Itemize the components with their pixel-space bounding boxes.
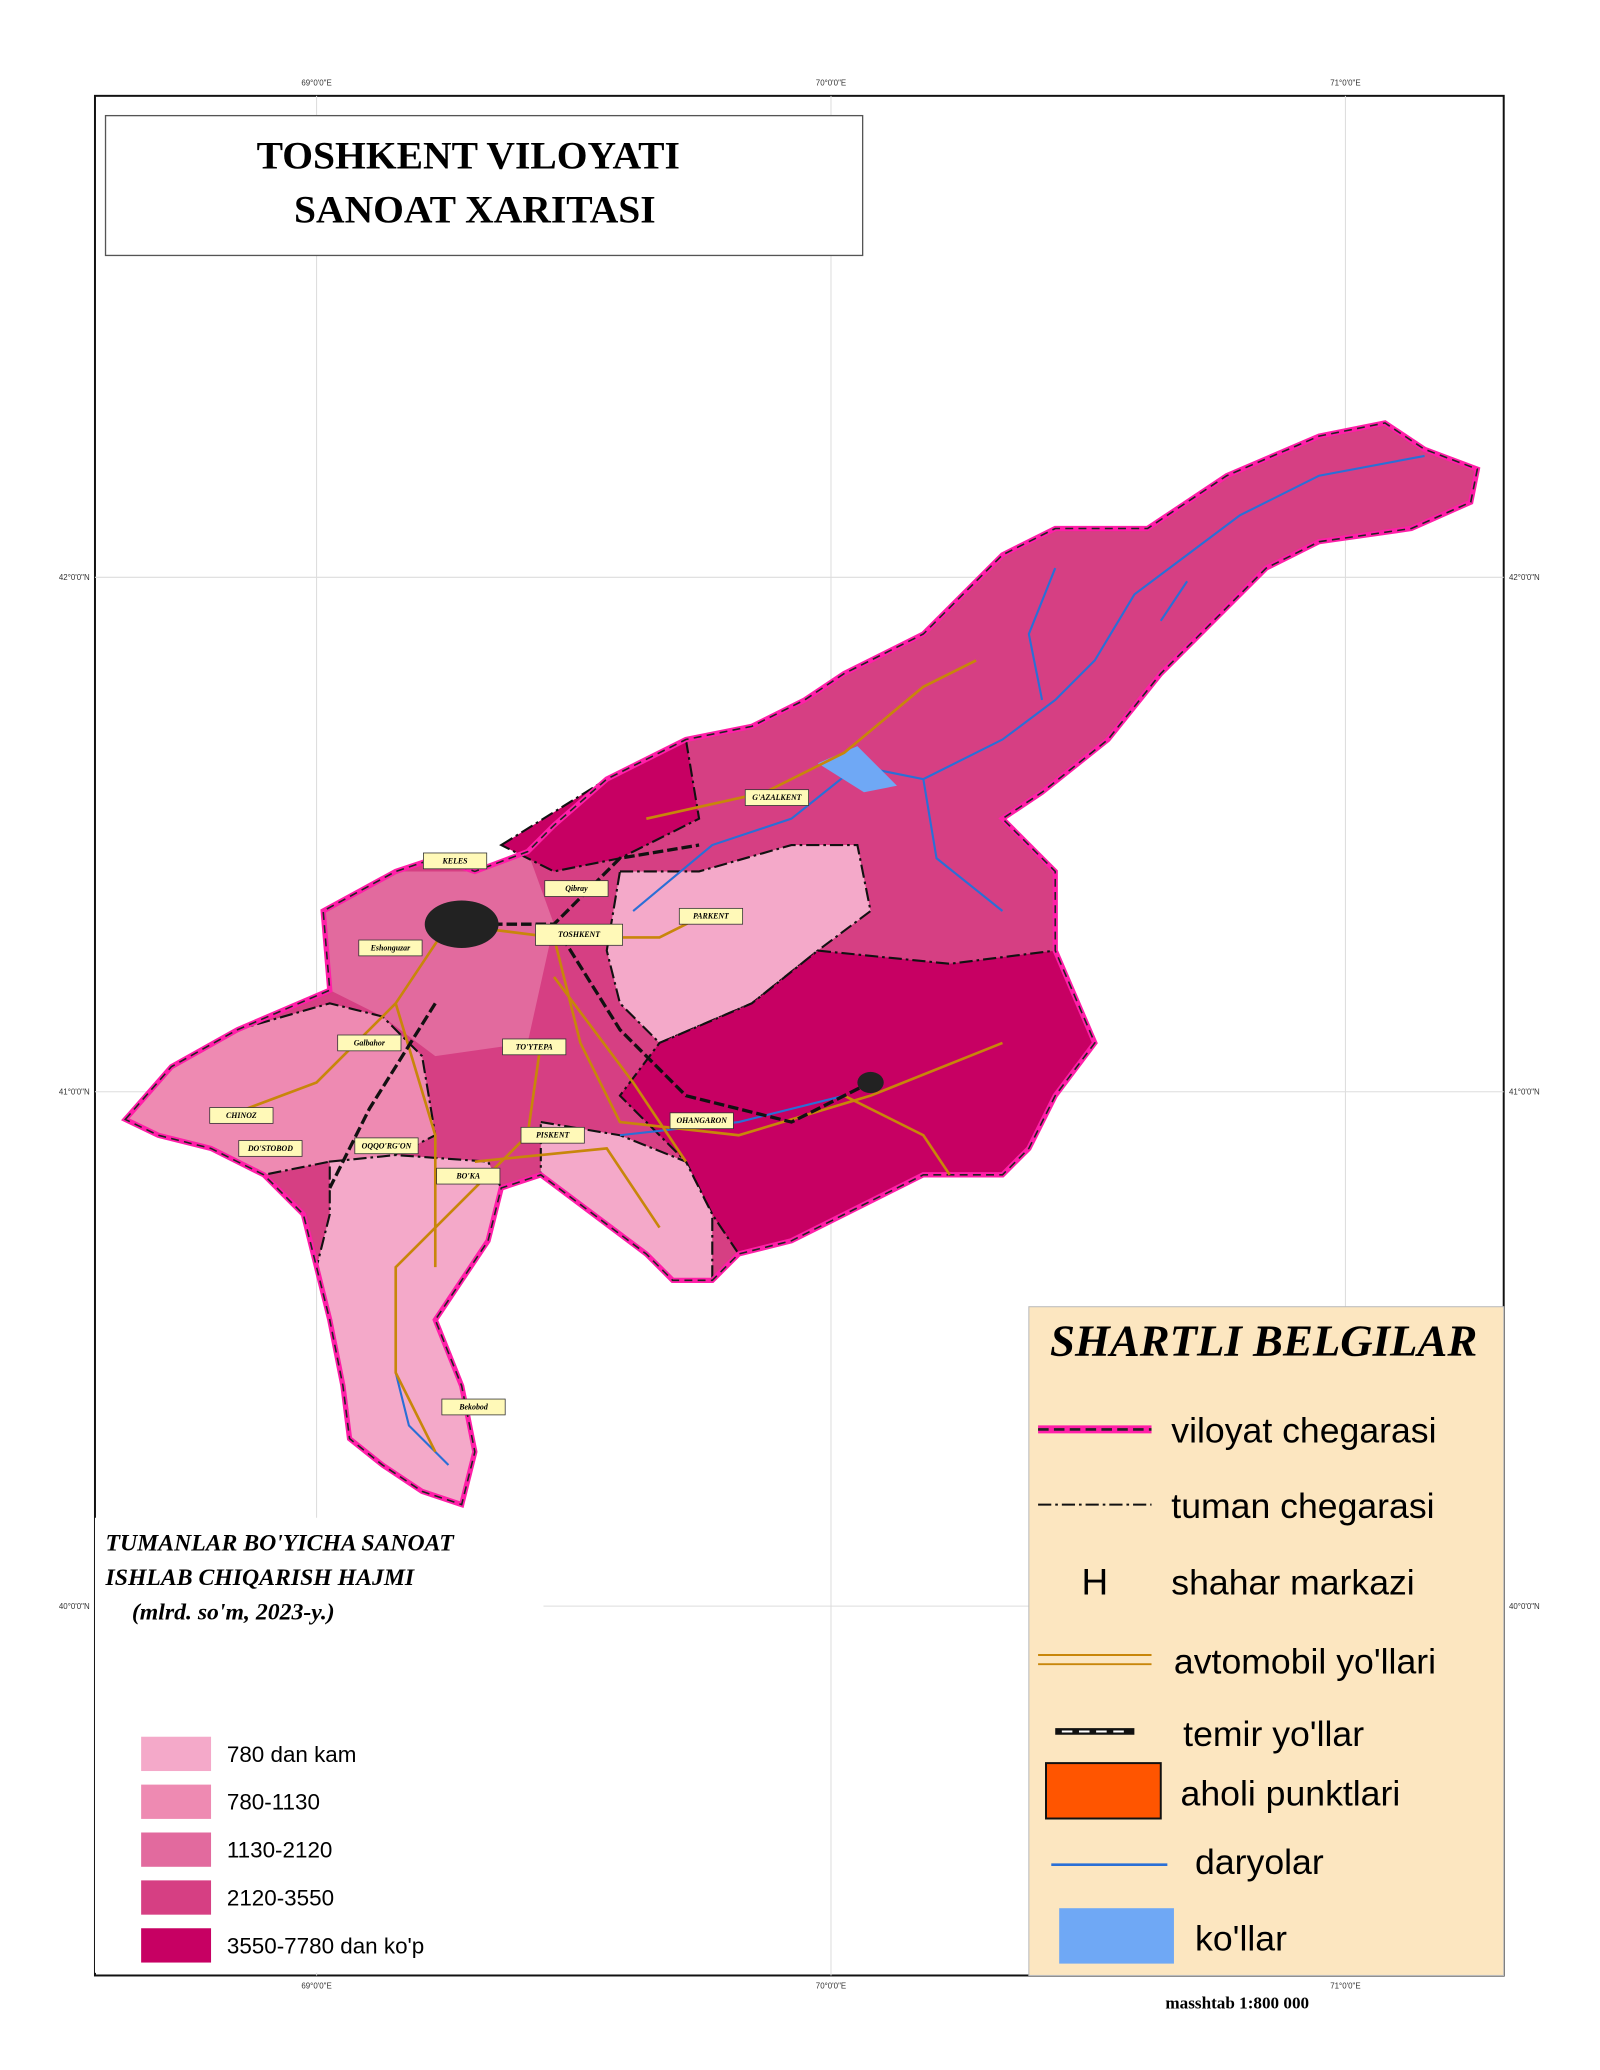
place-label-box	[423, 852, 488, 870]
place-label: OQQO'RG'ON	[362, 1141, 412, 1150]
place-label: TO'YTEPA	[516, 1042, 553, 1051]
legend-swatch	[141, 1784, 212, 1819]
symbol-legend-label: shahar markazi	[1171, 1562, 1414, 1602]
latitude-label: 40°0'0"N	[59, 1602, 90, 1611]
place-label-box	[436, 1167, 501, 1185]
place-label-box	[669, 1112, 734, 1130]
symbol-legend-label: viloyat chegarasi	[1171, 1411, 1436, 1451]
place-label-box	[238, 1140, 303, 1157]
legend-swatch	[141, 1928, 212, 1963]
legend-symbol: H	[1081, 1561, 1108, 1602]
legend-label: 780 dan kam	[227, 1742, 357, 1767]
place-label-box	[535, 923, 623, 946]
place-label: G'AZALKENT	[752, 793, 802, 802]
place-label: Qibray	[565, 884, 588, 893]
place-label: CHINOZ	[226, 1111, 257, 1120]
place-label-box	[544, 880, 609, 897]
place-label: BO'KA	[455, 1172, 480, 1181]
place-label-box	[209, 1107, 274, 1124]
city-area	[424, 900, 499, 948]
place-labels: KELES Qibray TOSHKENT PARKENT G'AZALKENT Esho…	[209, 789, 809, 1416]
title-box	[104, 114, 864, 257]
place-label-box	[502, 1038, 567, 1056]
place-label: Bekobod	[458, 1402, 489, 1411]
symbol-legend: viloyat chegarasi tuman chegarasi H shahar …	[1081, 1411, 1436, 1959]
place-label: TOSHKENT	[558, 930, 601, 939]
place-label: KELES	[442, 856, 469, 865]
legend-swatch	[141, 1736, 212, 1772]
thematic-legend: TUMANLAR BO'YICHA SANOAT ISHLAB CHIQARISH…	[105, 1531, 456, 1963]
river	[394, 454, 1425, 1466]
map-frame	[93, 94, 1505, 1977]
legend-title-line: TUMANLAR BO'YICHA SANOAT	[106, 1531, 456, 1557]
longitude-label: 71°0'0"E	[1330, 1982, 1360, 1991]
latitude-label: 41°0'0"N	[59, 1087, 90, 1096]
title-line: TOSHKENT VILOYATI	[257, 133, 680, 177]
place-label-box	[441, 1398, 506, 1416]
latitude-label: 41°0'0"N	[1509, 1087, 1540, 1096]
city-area	[857, 1071, 884, 1094]
place-label: Galbahor	[354, 1038, 386, 1047]
legend-symbols	[1038, 1425, 1174, 1964]
region-map	[121, 420, 1481, 1508]
lake	[817, 746, 897, 793]
legend-label: 1130-2120	[227, 1838, 332, 1863]
title: TOSHKENT VILOYATI SANOAT XARITASI	[257, 133, 680, 231]
place-label-box	[678, 907, 744, 925]
symbol-legend-label: temir yo'llar	[1183, 1714, 1364, 1754]
place-label: DO'STOBOD	[247, 1144, 293, 1153]
symbol-legend-label: ko'llar	[1195, 1918, 1287, 1958]
place-label: PARKENT	[693, 912, 730, 921]
symbol-legend-label: avtomobil yo'llari	[1174, 1641, 1436, 1681]
legend-label: 2120-3550	[227, 1885, 334, 1910]
legend-swatch	[141, 1880, 212, 1915]
legend-title-line: (mlrd. so'm, 2023-y.)	[132, 1599, 335, 1625]
latitude-label: 42°0'0"N	[1509, 573, 1540, 582]
region-border-dash	[124, 422, 1479, 1506]
legend-label: 780-1130	[227, 1790, 320, 1815]
place-label: Eshonguzar	[370, 943, 411, 952]
graticule-labels: 69°0'0"E 69°0'0"E 70°0'0"E 70°0'0"E 71°0'0"E…	[59, 78, 1540, 1990]
legend-swatch	[141, 1832, 212, 1867]
place-label: PISKENT	[536, 1131, 571, 1140]
symbol-legend-label: aholi punktlari	[1181, 1773, 1401, 1813]
place-label: OHANGARON	[676, 1116, 727, 1125]
legend-label: 3550-7780 dan ko'p	[227, 1933, 424, 1958]
place-label-box	[337, 1034, 402, 1052]
legend-title-line: ISHLAB CHIQARISH HAJMI	[105, 1565, 415, 1591]
longitude-label: 70°0'0"E	[816, 78, 846, 87]
latitude-label: 40°0'0"N	[1509, 1602, 1540, 1611]
place-label-box	[354, 1137, 419, 1155]
place-label-box	[520, 1126, 585, 1144]
longitude-label: 69°0'0"E	[301, 78, 331, 87]
symbol-legend-title: SHARTLI BELGILAR	[1050, 1316, 1477, 1366]
longitude-label: 70°0'0"E	[816, 1982, 846, 1991]
symbol-legend-box	[1028, 1306, 1505, 1977]
symbol-legend-label: daryolar	[1195, 1842, 1324, 1882]
place-label-box	[358, 939, 423, 957]
scale: masshtab 1:800 000	[1165, 1993, 1309, 2012]
district	[323, 851, 554, 1057]
longitude-label: 69°0'0"E	[301, 1982, 331, 1991]
symbol-legend-label: tuman chegarasi	[1171, 1486, 1434, 1526]
longitude-label: 71°0'0"E	[1330, 78, 1360, 87]
title-line: SANOAT XARITASI	[294, 187, 656, 231]
latitude-label: 42°0'0"N	[59, 573, 90, 582]
place-label-box	[744, 789, 809, 806]
